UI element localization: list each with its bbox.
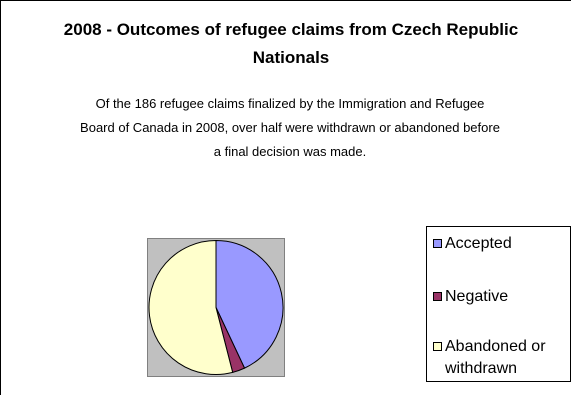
plot-area — [147, 238, 285, 377]
legend-swatch-accepted — [433, 239, 442, 248]
legend-label-accepted: Accepted — [445, 235, 512, 252]
legend-item-negative: Negative — [433, 286, 567, 308]
legend: Accepted Negative Abandoned or withdrawn — [426, 226, 571, 382]
chart-title: 2008 - Outcomes of refugee claims from C… — [63, 20, 519, 67]
pie-slice-accepted — [215, 239, 284, 369]
legend-item-abandoned: Abandoned or withdrawn — [433, 336, 567, 380]
legend-label-negative: Negative — [445, 288, 509, 305]
chart-subtitle: Of the 186 refugee claims finalized by t… — [80, 96, 500, 159]
legend-label-abandoned: Abandoned or withdrawn — [445, 338, 546, 377]
pie-slice-abandoned — [148, 239, 234, 375]
legend-swatch-negative — [433, 292, 442, 301]
pie-chart — [148, 239, 284, 375]
legend-swatch-abandoned — [433, 342, 442, 351]
legend-item-accepted: Accepted — [433, 233, 567, 255]
